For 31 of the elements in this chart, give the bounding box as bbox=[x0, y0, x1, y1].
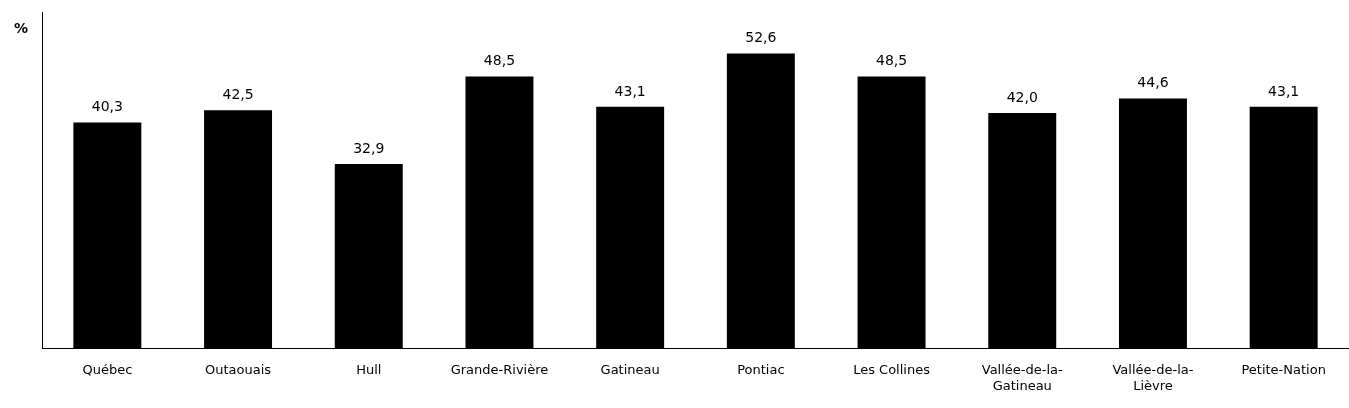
data-label: 42,0 bbox=[1006, 88, 1038, 105]
x-tick-label: Pontiac bbox=[737, 361, 785, 377]
x-tick-label: Outaouais bbox=[205, 361, 272, 377]
x-tick-label: Grande-Rivière bbox=[450, 361, 549, 377]
bar bbox=[857, 76, 926, 349]
bar bbox=[73, 122, 142, 349]
x-tick-label: Vallée-de-la-Lièvre bbox=[1112, 361, 1194, 393]
data-label: 44,6 bbox=[1137, 74, 1169, 91]
x-tick-label: Petite-Nation bbox=[1241, 361, 1326, 377]
x-tick-label: Québec bbox=[82, 361, 133, 377]
bar bbox=[988, 113, 1057, 349]
y-axis-title: % bbox=[13, 19, 29, 36]
bar bbox=[1118, 98, 1187, 349]
bar bbox=[1249, 106, 1318, 349]
data-label: 52,6 bbox=[745, 29, 777, 46]
bar bbox=[726, 53, 795, 349]
x-tick-label: Hull bbox=[356, 361, 382, 377]
data-label: 48,5 bbox=[483, 52, 516, 69]
data-label: 42,5 bbox=[222, 85, 254, 102]
bar bbox=[596, 106, 665, 349]
bar bbox=[465, 76, 534, 349]
data-label: 43,1 bbox=[1268, 82, 1300, 99]
data-label: 48,5 bbox=[875, 52, 908, 69]
bar bbox=[204, 110, 273, 349]
x-tick-label: Gatineau bbox=[600, 361, 660, 377]
data-label: 40,3 bbox=[91, 98, 123, 115]
x-tick-label: Les Collines bbox=[853, 361, 931, 377]
x-tick-label: Vallée-de-la-Gatineau bbox=[981, 361, 1064, 393]
data-label: 32,9 bbox=[353, 139, 385, 156]
data-label: 43,1 bbox=[614, 82, 646, 99]
bar bbox=[334, 164, 403, 349]
